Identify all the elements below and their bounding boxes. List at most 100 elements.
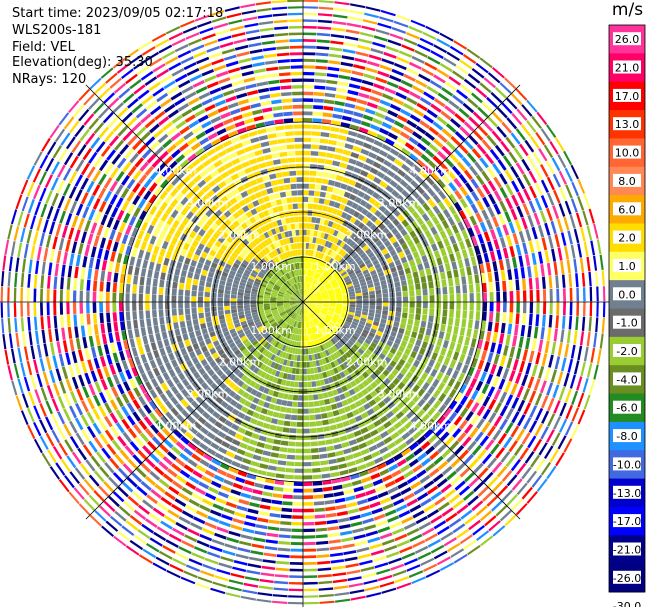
velocity-gate xyxy=(276,398,283,405)
velocity-gate xyxy=(343,42,358,48)
velocity-gate xyxy=(515,279,520,291)
velocity-gate xyxy=(423,91,435,101)
velocity-gate xyxy=(525,362,532,375)
velocity-gate xyxy=(127,165,137,177)
velocity-gate xyxy=(300,315,302,322)
velocity-gate xyxy=(234,322,241,328)
velocity-gate xyxy=(195,396,204,405)
velocity-gate xyxy=(273,314,280,319)
velocity-gate xyxy=(138,302,143,311)
velocity-gate xyxy=(230,266,238,273)
velocity-gate xyxy=(117,530,131,542)
velocity-gate xyxy=(403,296,409,302)
velocity-gate xyxy=(571,407,580,422)
velocity-gate xyxy=(144,428,155,439)
velocity-gate xyxy=(194,234,203,242)
velocity-gate xyxy=(440,247,447,257)
velocity-gate xyxy=(15,395,23,411)
velocity-gate xyxy=(288,387,294,394)
velocity-gate xyxy=(320,320,327,327)
velocity-gate xyxy=(255,405,263,413)
velocity-gate xyxy=(368,197,377,205)
velocity-gate xyxy=(287,332,291,339)
velocity-gate xyxy=(10,241,16,257)
velocity-gate xyxy=(507,269,513,280)
velocity-gate xyxy=(448,493,461,504)
velocity-gate xyxy=(416,217,425,226)
velocity-gate xyxy=(361,25,376,32)
velocity-gate xyxy=(260,241,267,248)
velocity-gate xyxy=(33,438,43,454)
velocity-gate xyxy=(250,296,257,300)
velocity-gate xyxy=(340,337,347,344)
velocity-gate xyxy=(28,391,36,406)
velocity-gate xyxy=(266,532,279,538)
velocity-gate xyxy=(162,223,170,233)
velocity-gate xyxy=(257,299,263,302)
velocity-gate xyxy=(290,421,297,427)
velocity-gate xyxy=(276,378,283,385)
velocity-gate xyxy=(354,377,361,385)
velocity-gate xyxy=(207,326,215,333)
velocity-gate xyxy=(182,242,190,251)
velocity-gate xyxy=(225,191,234,200)
velocity-gate xyxy=(303,348,306,355)
velocity-gate xyxy=(328,139,337,146)
velocity-gate xyxy=(484,515,497,527)
velocity-gate xyxy=(381,538,395,546)
velocity-gate xyxy=(23,243,29,259)
velocity-gate xyxy=(309,236,314,243)
velocity-gate xyxy=(277,296,284,299)
velocity-gate xyxy=(303,315,306,322)
velocity-gate xyxy=(409,230,417,239)
velocity-gate xyxy=(356,358,364,366)
velocity-gate xyxy=(470,389,479,401)
velocity-gate xyxy=(334,1,350,6)
velocity-gate xyxy=(475,283,481,293)
velocity-gate xyxy=(408,570,424,578)
velocity-gate xyxy=(442,255,449,264)
velocity-gate xyxy=(303,388,308,394)
velocity-gate xyxy=(439,62,453,73)
velocity-gate xyxy=(548,314,553,328)
velocity-gate xyxy=(237,225,244,233)
velocity-gate xyxy=(74,189,83,202)
velocity-gate xyxy=(522,203,530,216)
velocity-gate xyxy=(417,398,426,408)
velocity-gate xyxy=(137,89,150,100)
velocity-gate xyxy=(245,361,253,369)
velocity-gate xyxy=(438,201,447,211)
velocity-gate xyxy=(571,390,579,406)
velocity-gate xyxy=(315,534,328,539)
velocity-gate xyxy=(296,314,299,321)
velocity-gate xyxy=(493,190,502,202)
velocity-gate xyxy=(453,213,461,223)
velocity-gate xyxy=(353,486,364,493)
velocity-gate xyxy=(377,526,391,534)
velocity-gate xyxy=(370,244,378,251)
velocity-gate xyxy=(296,314,300,321)
velocity-gate xyxy=(251,248,259,255)
velocity-gate xyxy=(483,361,491,373)
velocity-gate xyxy=(211,458,222,466)
velocity-gate xyxy=(303,601,319,605)
velocity-gate xyxy=(169,563,184,573)
velocity-gate xyxy=(114,510,127,522)
velocity-gate xyxy=(303,298,309,302)
velocity-gate xyxy=(139,432,150,443)
velocity-gate xyxy=(326,274,333,280)
velocity-gate xyxy=(350,224,357,232)
velocity-gate xyxy=(437,354,445,364)
velocity-gate xyxy=(387,194,396,203)
velocity-gate xyxy=(358,374,366,382)
velocity-gate xyxy=(171,149,181,159)
velocity-gate xyxy=(143,392,152,403)
velocity-gate xyxy=(593,255,598,271)
velocity-gate xyxy=(391,406,400,415)
velocity-gate xyxy=(312,319,317,326)
velocity-gate xyxy=(534,167,543,181)
velocity-gate xyxy=(59,289,63,302)
velocity-gate xyxy=(121,234,129,245)
velocity-gate xyxy=(197,179,207,188)
velocity-gate xyxy=(401,285,408,292)
